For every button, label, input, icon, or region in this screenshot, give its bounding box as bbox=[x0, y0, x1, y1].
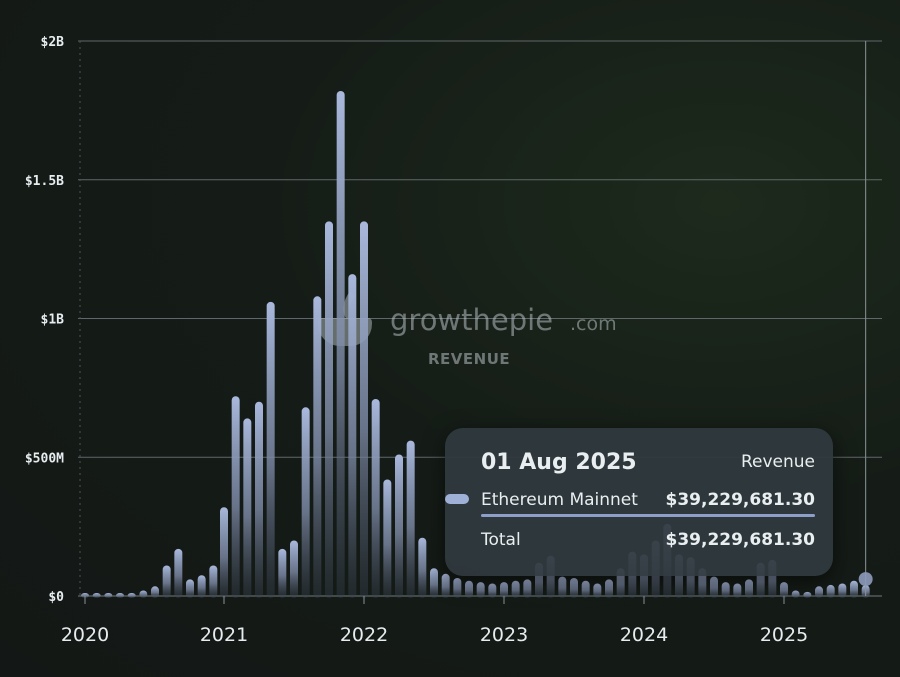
bar[interactable] bbox=[850, 580, 858, 598]
bar[interactable] bbox=[383, 479, 392, 598]
bar[interactable] bbox=[151, 586, 159, 598]
bar[interactable] bbox=[186, 579, 194, 598]
watermark: growthepie .com REVENUE bbox=[318, 291, 617, 368]
watermark-suffix: .com bbox=[570, 313, 617, 335]
series-swatch bbox=[445, 494, 469, 504]
bar[interactable] bbox=[721, 582, 730, 598]
bar[interactable] bbox=[430, 568, 438, 598]
x-tick-label: 2020 bbox=[61, 624, 109, 646]
bar[interactable] bbox=[325, 221, 333, 598]
bar[interactable] bbox=[406, 440, 415, 598]
cursor-point bbox=[858, 572, 873, 587]
bar[interactable] bbox=[570, 577, 578, 598]
bar[interactable] bbox=[231, 396, 240, 598]
tooltip-share-bar bbox=[481, 514, 815, 517]
bar[interactable] bbox=[139, 590, 148, 598]
hover-cursor bbox=[858, 41, 873, 596]
bar[interactable] bbox=[209, 565, 218, 598]
bar[interactable] bbox=[266, 301, 275, 598]
bar[interactable] bbox=[220, 507, 228, 598]
bar[interactable] bbox=[255, 401, 263, 598]
bar[interactable] bbox=[500, 582, 508, 598]
y-tick-label: $2B bbox=[41, 35, 65, 50]
bar[interactable] bbox=[826, 584, 835, 598]
bar[interactable] bbox=[605, 579, 613, 598]
bar[interactable] bbox=[278, 548, 287, 598]
tooltip-total-value: $39,229,681.30 bbox=[665, 530, 816, 550]
bar[interactable] bbox=[745, 579, 753, 598]
x-tick-label: 2025 bbox=[760, 624, 808, 646]
bar[interactable] bbox=[81, 593, 89, 598]
bar[interactable] bbox=[453, 577, 462, 598]
tooltip: 01 Aug 2025 Revenue Ethereum Mainnet $39… bbox=[445, 428, 833, 576]
tooltip-series-label: Ethereum Mainnet bbox=[481, 490, 638, 510]
bar[interactable] bbox=[116, 593, 124, 598]
bar[interactable] bbox=[301, 407, 310, 598]
bar[interactable] bbox=[558, 576, 567, 598]
bar[interactable] bbox=[815, 586, 823, 598]
bar[interactable] bbox=[371, 398, 380, 598]
bar[interactable] bbox=[511, 580, 520, 598]
bar[interactable] bbox=[395, 454, 403, 598]
bars[interactable] bbox=[81, 90, 870, 599]
x-tick-label: 2022 bbox=[340, 624, 388, 646]
bar[interactable] bbox=[92, 593, 101, 598]
watermark-brand: growthepie bbox=[390, 303, 553, 337]
bar[interactable] bbox=[838, 583, 847, 598]
y-axis: $0 $500M $1B $1.5B $2B bbox=[25, 35, 64, 605]
bar[interactable] bbox=[710, 576, 718, 598]
bar[interactable] bbox=[313, 296, 322, 598]
bar[interactable] bbox=[290, 540, 298, 599]
bar[interactable] bbox=[593, 583, 602, 598]
bar[interactable] bbox=[174, 548, 183, 598]
bar[interactable] bbox=[418, 537, 427, 598]
bar[interactable] bbox=[336, 90, 345, 598]
watermark-subtitle: REVENUE bbox=[428, 350, 510, 368]
bar[interactable] bbox=[127, 593, 136, 598]
bar[interactable] bbox=[197, 575, 206, 598]
bar[interactable] bbox=[360, 221, 368, 598]
y-tick-label: $500M bbox=[25, 451, 64, 466]
bar[interactable] bbox=[733, 583, 742, 598]
bar[interactable] bbox=[162, 565, 171, 598]
y-tick-label: $1.5B bbox=[25, 174, 64, 189]
bar[interactable] bbox=[465, 580, 473, 598]
x-tick-label: 2024 bbox=[620, 624, 668, 646]
tooltip-series-value: $39,229,681.30 bbox=[665, 490, 816, 510]
bar[interactable] bbox=[581, 580, 590, 598]
bar[interactable] bbox=[348, 274, 357, 598]
bar[interactable] bbox=[523, 579, 532, 598]
bar[interactable] bbox=[476, 582, 485, 598]
bar[interactable] bbox=[243, 418, 252, 598]
y-tick-label: $0 bbox=[48, 590, 64, 605]
x-tick-label: 2021 bbox=[200, 624, 248, 646]
x-axis: 2020 2021 2022 2023 2024 2025 bbox=[61, 596, 808, 646]
bar[interactable] bbox=[488, 583, 497, 598]
bar[interactable] bbox=[104, 593, 113, 598]
bar[interactable] bbox=[791, 590, 800, 598]
bar[interactable] bbox=[803, 591, 812, 598]
bar[interactable] bbox=[441, 573, 450, 598]
tooltip-date: 01 Aug 2025 bbox=[481, 450, 637, 475]
tooltip-total-label: Total bbox=[481, 530, 521, 550]
bar[interactable] bbox=[780, 582, 788, 598]
x-tick-label: 2023 bbox=[480, 624, 528, 646]
tooltip-metric: Revenue bbox=[740, 452, 815, 472]
y-tick-label: $1B bbox=[41, 313, 65, 328]
